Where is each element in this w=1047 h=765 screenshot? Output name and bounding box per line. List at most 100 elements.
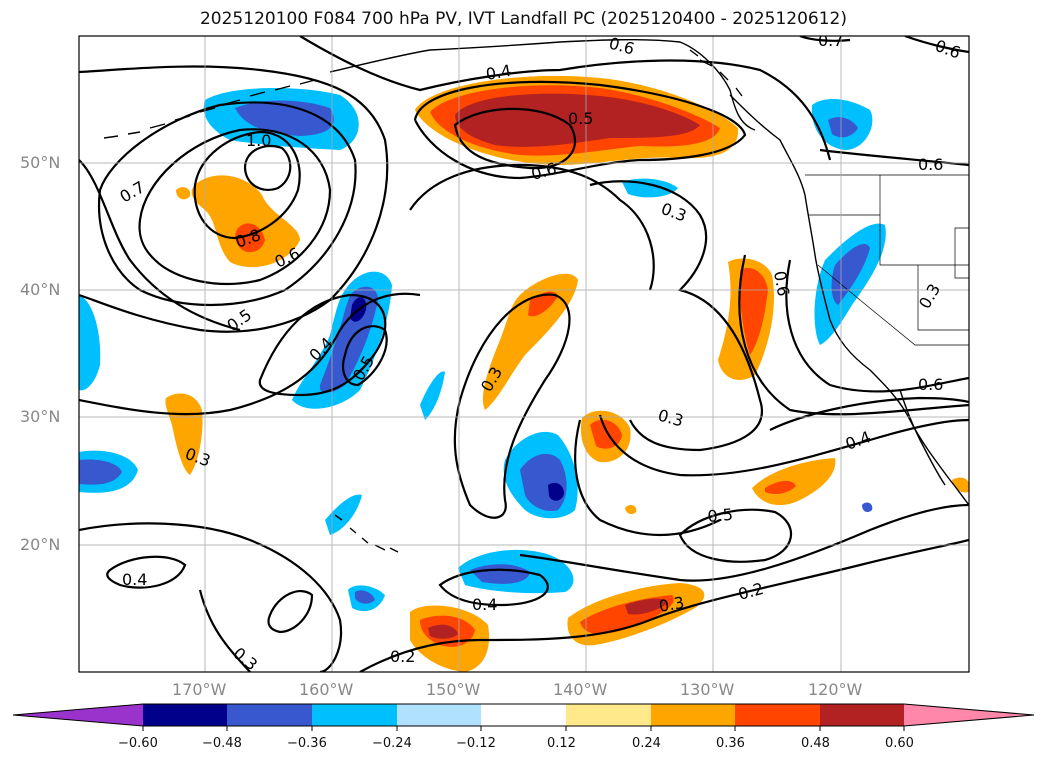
contour-0-3-south — [519, 503, 969, 582]
gridlines — [79, 36, 969, 672]
contour-aleutian-core — [243, 144, 292, 191]
contour-0-3-hawaii — [198, 589, 251, 672]
contour-0-4-main — [79, 292, 421, 416]
islands-se-alaska — [689, 49, 743, 97]
contour-0-3-east-coast — [769, 396, 969, 431]
contour-pacific-loop — [409, 163, 655, 291]
coastline-baja — [899, 389, 946, 486]
colorbar-segment — [735, 704, 820, 726]
negative-fill-150w — [420, 371, 445, 420]
colorbar — [12, 703, 1035, 731]
contour-label: 0.6 — [918, 375, 943, 394]
contour-label: 0.6 — [918, 155, 943, 174]
colorbar-segment — [566, 704, 651, 726]
negative-fill-133w — [622, 178, 678, 198]
contour-label: 0.5 — [568, 109, 593, 128]
contour-gulf-0-6 — [453, 107, 577, 170]
contour-0-4-small — [267, 589, 314, 634]
positive-fill-125w-core — [765, 480, 796, 494]
negative-fill-dot — [862, 502, 873, 513]
map-title: 2025120100 F084 700 hPa PV, IVT Landfall… — [199, 9, 847, 29]
colorbar-tick-label: −0.12 — [456, 736, 496, 751]
contour-0-6-east — [785, 259, 969, 393]
contour-label: 0.6 — [607, 34, 637, 59]
pv-contours — [79, 36, 969, 672]
contour-label: 0.4 — [122, 570, 147, 589]
colorbar-high-extend — [904, 704, 1034, 726]
contour-0-3-west — [79, 522, 343, 672]
colorbar-tick-label: 0.48 — [801, 736, 830, 751]
colorbar-tick-label: 0.12 — [547, 736, 576, 751]
contour-label: 0.6 — [770, 269, 793, 297]
positive-fill-gulf-alaska-max — [455, 93, 700, 147]
colorbar-tick-label: −0.36 — [287, 736, 327, 751]
negative-fill-west-edge — [79, 295, 101, 391]
colorbar-low-extend — [13, 704, 143, 726]
contour-label: 0.2 — [390, 647, 415, 666]
negative-fill-143w-max — [548, 482, 564, 501]
contour-label: 0.7 — [818, 31, 843, 50]
lon-label: 160°W — [299, 680, 354, 699]
ivt-anomaly-fills — [79, 75, 969, 672]
positive-fill-175w-dot — [176, 187, 191, 200]
lon-label: 140°W — [553, 680, 608, 699]
contour-label: 1.0 — [246, 131, 271, 150]
contour-0-4-west — [106, 555, 187, 589]
contour-0-2-south — [359, 538, 969, 672]
lat-label: 40°N — [20, 280, 61, 299]
contour-0-4-east — [598, 414, 969, 477]
negative-fill-hawaii — [325, 494, 362, 535]
contour-label: 0.5 — [707, 505, 734, 526]
lon-label: 120°W — [808, 680, 863, 699]
lon-label: 170°W — [172, 680, 227, 699]
lat-label: 30°N — [20, 407, 61, 426]
positive-fill-137w-south-max — [625, 598, 668, 615]
contour-label: 0.3 — [657, 593, 685, 616]
contour-0-6-ne — [904, 36, 969, 54]
lon-label: 150°W — [426, 680, 481, 699]
positive-fill-151w-south-max — [428, 624, 458, 639]
contour-0-4-south — [438, 568, 549, 607]
colorbar-segment — [143, 704, 227, 726]
colorbar-tick-label: 0.24 — [632, 736, 661, 751]
contour-north-pacific-0-4 — [299, 36, 832, 161]
coastline-alaska-north — [329, 39, 756, 131]
colorbar-tick-label: −0.48 — [202, 736, 242, 751]
contour-aleutian-3 — [138, 128, 332, 286]
colorbar-segment — [651, 704, 735, 726]
coastline-bc — [729, 94, 806, 196]
lon-label: 130°W — [680, 680, 735, 699]
positive-fill-145w — [482, 273, 578, 410]
hawaiian-islands — [334, 514, 399, 553]
negative-fill-158w-core — [355, 590, 375, 604]
contour-0-3-subtropic — [574, 419, 721, 537]
positive-fill-145w-core — [528, 291, 558, 317]
contour-0-3-trough — [453, 293, 571, 519]
contour-central-0-3 — [589, 180, 763, 452]
lat-label: 20°N — [20, 535, 61, 554]
positive-fill-west-core — [235, 223, 265, 253]
colorbar-tick-label: −0.24 — [372, 736, 412, 751]
colorbar-segment — [481, 704, 566, 726]
colorbar-tick-label: 0.60 — [885, 736, 914, 751]
positive-fill-mexico — [952, 477, 969, 493]
colorbar-segment — [820, 704, 904, 726]
positive-fill-west — [191, 175, 300, 268]
negative-fill-25n-west-core — [79, 459, 122, 485]
colorbar-segment — [312, 704, 397, 726]
colorbar-tick-label: −0.60 — [118, 736, 158, 751]
contour-ridge — [258, 293, 387, 397]
contour-label: 0.4 — [472, 595, 497, 614]
contour-ridge-inner — [341, 325, 388, 387]
positive-fill-dot — [625, 505, 637, 515]
state-borders — [805, 174, 969, 346]
negative-fill-bc-core — [828, 117, 858, 138]
coastline-us-west — [804, 194, 969, 506]
contour-label: 0.4 — [484, 61, 512, 84]
colorbar-tick-label: 0.36 — [716, 736, 745, 751]
map-frame — [78, 35, 970, 673]
colorbar-segment — [397, 704, 481, 726]
contour-gulf-0-5 — [413, 80, 747, 180]
contour-aleutian-outer — [79, 65, 389, 333]
